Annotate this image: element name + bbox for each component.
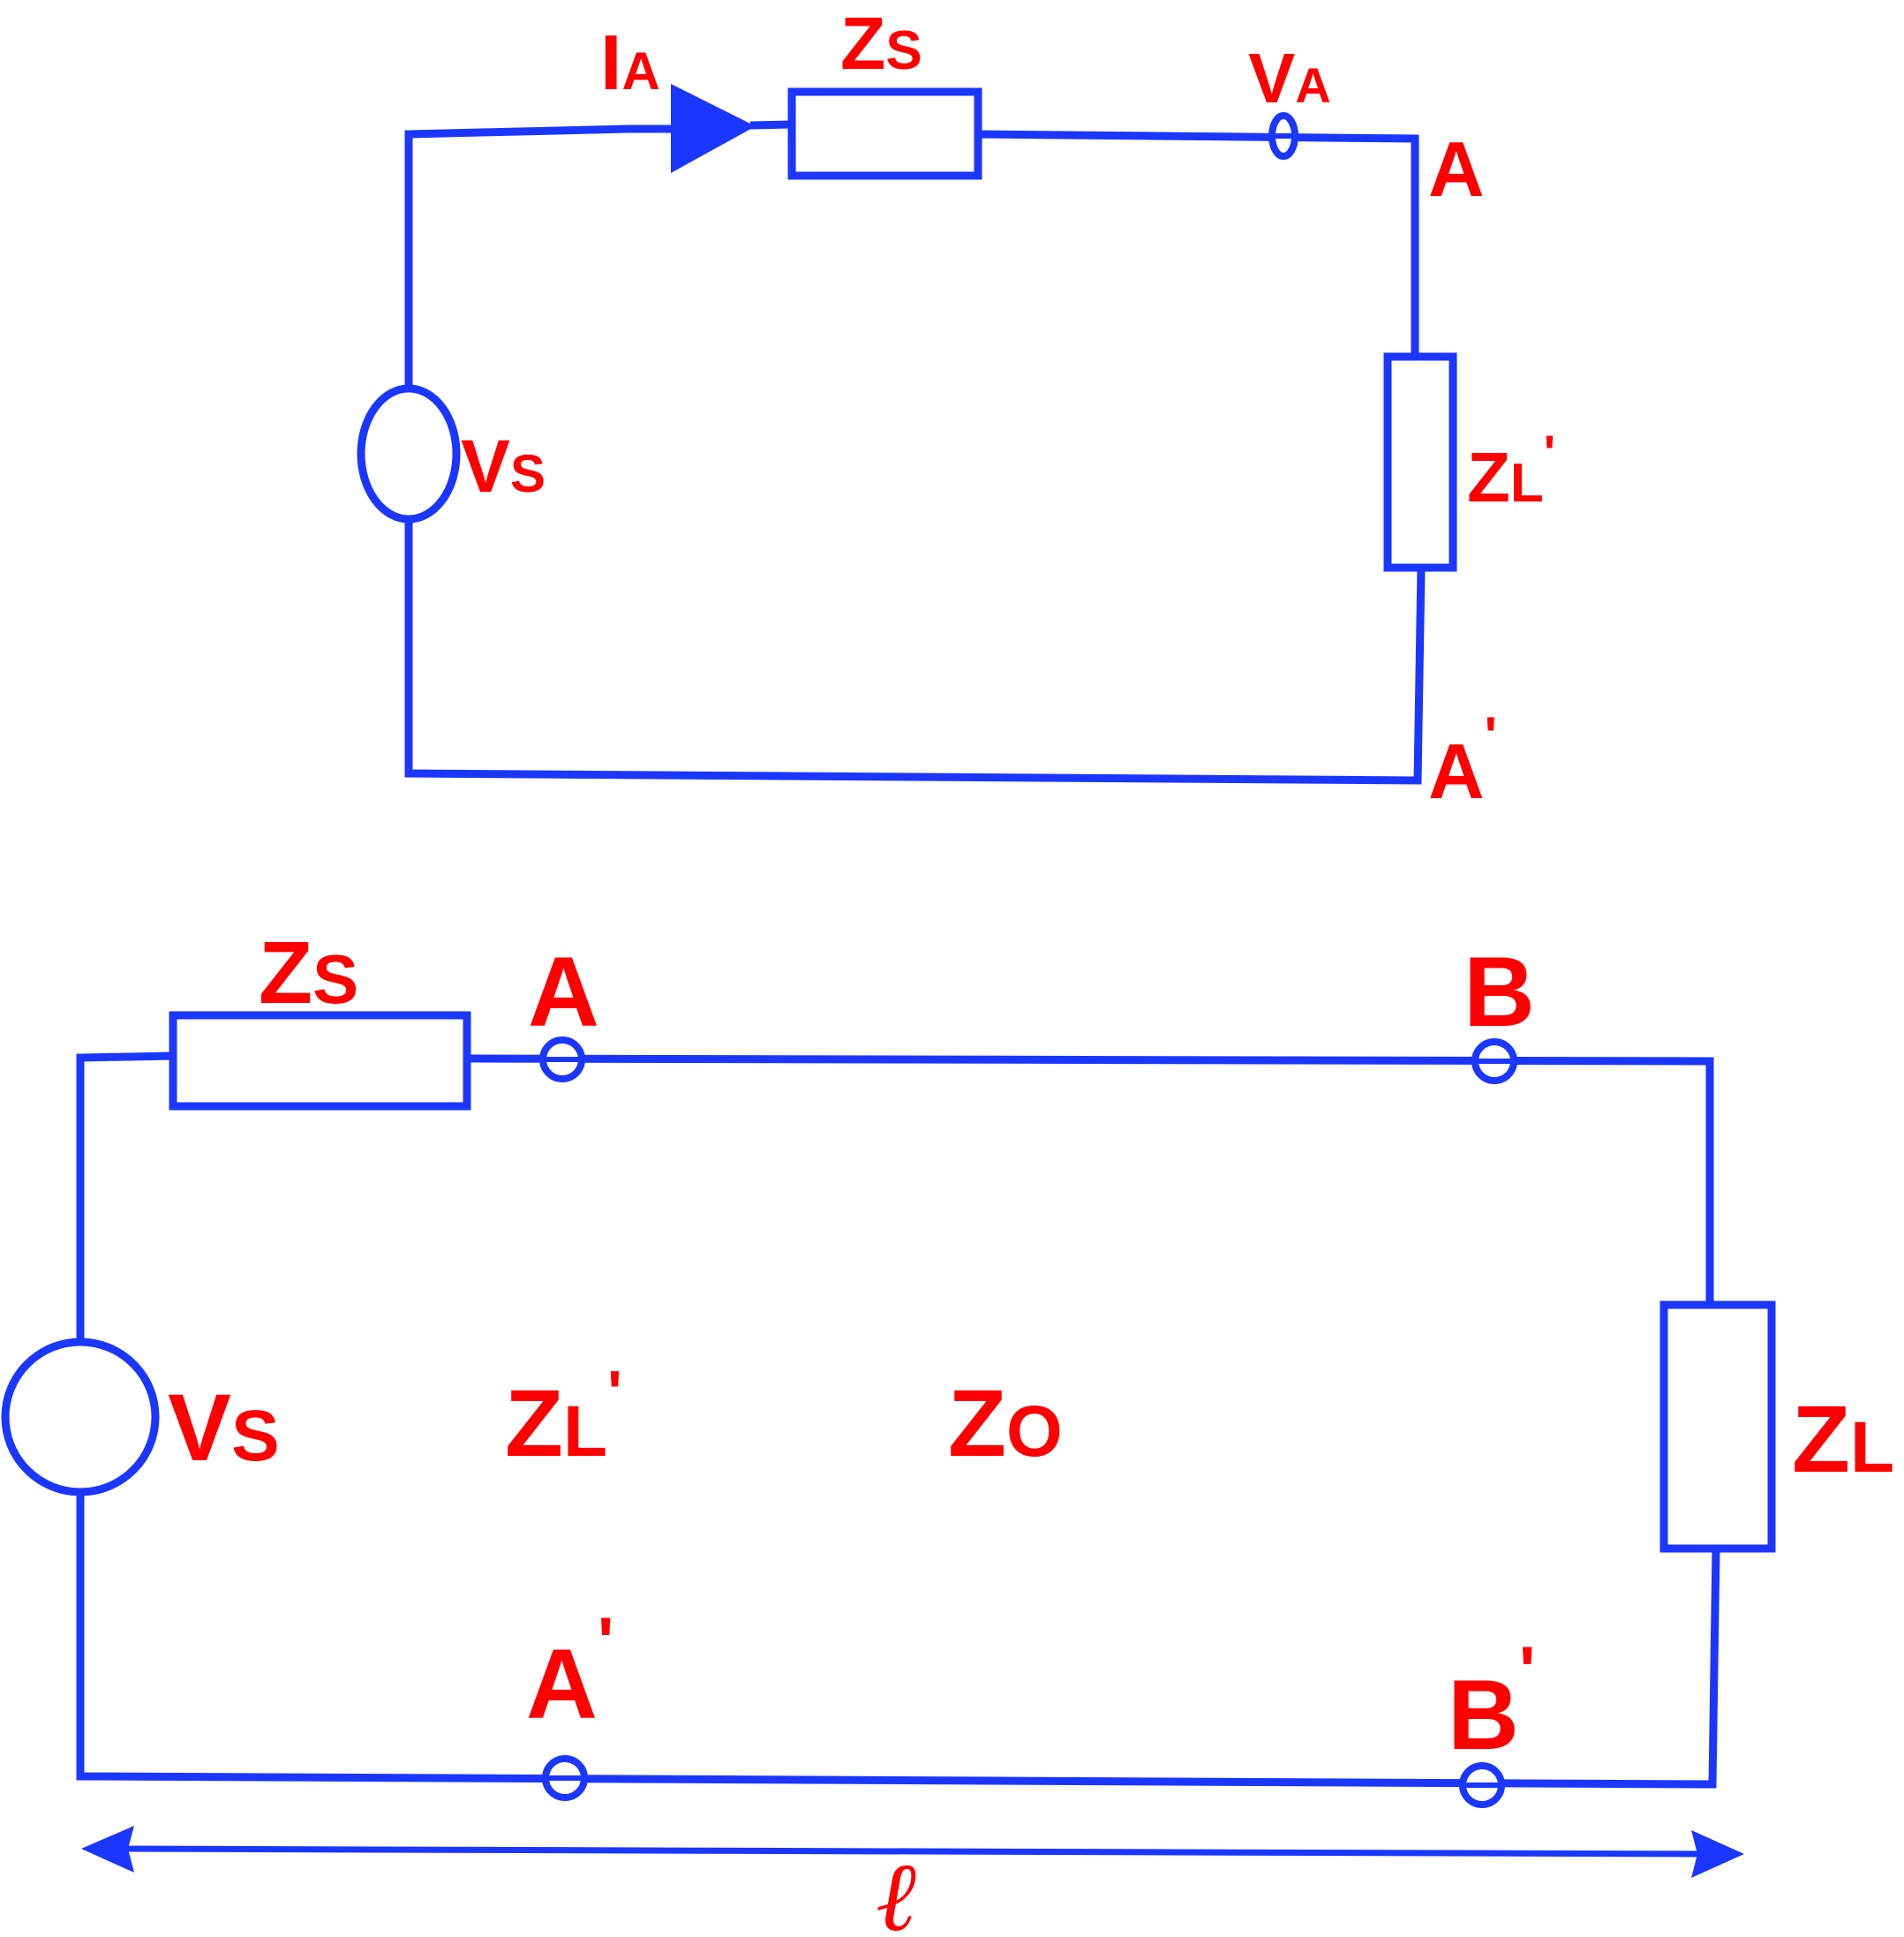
bottom-zl-label: ZL xyxy=(1792,1385,1894,1492)
bottom-voltage-source xyxy=(1,1338,160,1496)
top-wire-bottom-return xyxy=(404,519,1426,785)
top-node-a-label: A xyxy=(1428,125,1485,213)
bottom-zo-label: ZO xyxy=(948,1369,1063,1476)
top-node-a-prime-label: A' xyxy=(1428,706,1497,815)
top-wire-arrow-to-zs xyxy=(749,120,793,130)
top-circuit: IA ZS VA A VS ZL' A' xyxy=(357,2,1555,815)
bottom-node-b-prime-label: B' xyxy=(1448,1632,1535,1770)
bottom-wire-left-upper xyxy=(76,1051,174,1342)
top-zl-prime-label: ZL' xyxy=(1467,425,1555,516)
bottom-source-impedance-box xyxy=(169,1011,471,1111)
top-wire-left-upper xyxy=(404,124,629,388)
top-va-label: VA xyxy=(1248,39,1331,117)
current-arrow-head xyxy=(671,84,756,173)
top-vs-label: VS xyxy=(461,425,546,508)
bottom-vs-label: VS xyxy=(168,1374,280,1481)
top-load-impedance-box xyxy=(1383,352,1457,572)
bottom-wire-bottom-line xyxy=(76,1492,1720,1789)
bottom-zl-prime-label: ZL' xyxy=(505,1358,622,1476)
bottom-node-a-label: A xyxy=(528,937,599,1047)
top-wire-zs-to-load xyxy=(977,130,1419,357)
length-label: ℓ xyxy=(876,1843,916,1937)
bottom-node-b-label: B xyxy=(1464,937,1535,1047)
top-source-impedance-box xyxy=(787,87,982,180)
length-dimension-line xyxy=(114,1845,1713,1858)
length-arrow-left-head xyxy=(81,1826,134,1873)
bottom-load-impedance-box xyxy=(1659,1300,1776,1553)
bottom-node-a-prime-label: A' xyxy=(526,1602,613,1739)
current-ia-label: IA xyxy=(600,19,660,106)
bottom-circuit: ZS A B VS ZL' ZO ZL A' B' ℓ xyxy=(1,923,1894,1937)
bottom-wire-top-line xyxy=(466,1054,1714,1305)
top-voltage-source xyxy=(357,384,461,524)
length-arrow-right-head xyxy=(1691,1830,1744,1878)
top-zs-label: ZS xyxy=(840,2,922,85)
bottom-zs-label: ZS xyxy=(259,923,358,1022)
